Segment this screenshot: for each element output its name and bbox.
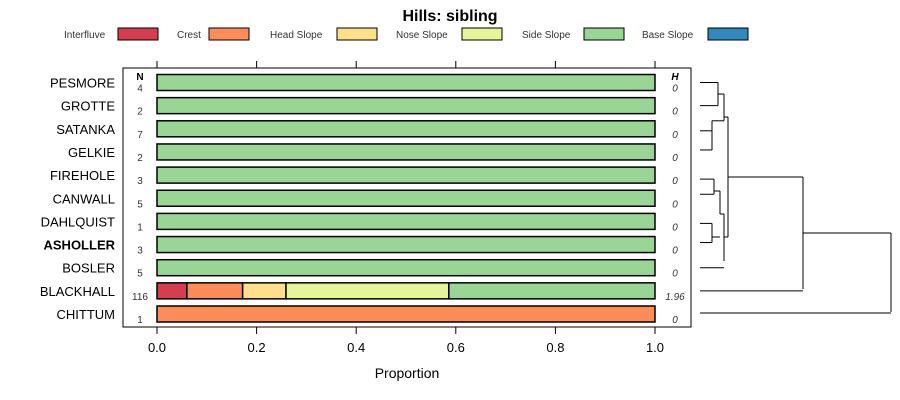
legend-swatch-interfluve (117, 27, 159, 41)
legend-swatch-nose-slope (461, 27, 503, 41)
bar-blackhall-head-slope (241, 282, 287, 300)
bar-canwall-side-slope (156, 189, 656, 207)
n-value-gelkie: 2 (137, 153, 143, 164)
legend-label-base-slope: Base Slope (642, 30, 694, 41)
category-label-satanka: SATANKA (56, 122, 115, 137)
category-label-canwall: CANWALL (53, 191, 115, 206)
h-value-bosler: 0 (672, 269, 678, 280)
category-label-grotte: GROTTE (61, 99, 115, 114)
legend-label-nose-slope: Nose Slope (396, 30, 448, 41)
legend-label-side-slope: Side Slope (522, 30, 571, 41)
n-value-grotte: 2 (137, 107, 143, 118)
legend-label-interfluve: Interfluve (64, 30, 106, 41)
category-label-firehole: FIREHOLE (50, 168, 115, 183)
n-value-pesmore: 4 (137, 84, 143, 95)
category-label-pesmore: PESMORE (50, 76, 115, 91)
h-value-pesmore: 0 (672, 84, 678, 95)
h-value-canwall: 0 (672, 199, 678, 210)
x-tick-label: 0.4 (347, 340, 365, 355)
legend-label-head-slope: Head Slope (270, 30, 323, 41)
bars-group: PESMORE 4 0 GROTTE 2 0 SATANKA 7 0 GELKIE 2 0 FIREHO… (40, 73, 685, 326)
h-column-header: H (671, 72, 679, 83)
bar-grotte-side-slope (156, 96, 656, 115)
category-label-blackhall: BLACKHALL (40, 284, 115, 299)
bar-chittum-crest (156, 305, 656, 323)
h-value-asholler: 0 (672, 246, 678, 257)
category-label-asholler: ASHOLLER (44, 238, 116, 253)
h-value-dahlquist: 0 (672, 222, 678, 233)
category-label-gelkie: GELKIE (68, 145, 115, 160)
bar-blackhall-interfluve (156, 282, 188, 300)
x-axis: 0.0 0.2 0.4 0.6 0.8 1.0 (148, 61, 664, 355)
bar-blackhall-side-slope (448, 282, 656, 300)
bar-blackhall-crest (186, 282, 244, 300)
n-value-satanka: 7 (137, 130, 143, 141)
n-value-canwall: 5 (137, 199, 143, 210)
h-value-gelkie: 0 (672, 153, 678, 164)
h-value-satanka: 0 (672, 130, 678, 141)
n-value-asholler: 3 (137, 246, 143, 257)
category-label-chittum: CHITTUM (57, 307, 116, 322)
x-tick-label: 0.6 (447, 340, 465, 355)
x-tick-label: 0.2 (248, 340, 266, 355)
n-value-dahlquist: 1 (137, 222, 143, 233)
n-value-blackhall: 116 (132, 292, 148, 303)
bar-firehole-side-slope (156, 166, 656, 184)
legend-swatch-crest (208, 27, 250, 41)
h-value-blackhall: 1.96 (665, 292, 685, 303)
category-label-dahlquist: DAHLQUIST (41, 214, 115, 229)
x-axis-label: Proportion (375, 365, 440, 381)
legend-swatch-side-slope (583, 27, 625, 41)
n-value-firehole: 3 (137, 176, 143, 187)
category-label-bosler: BOSLER (62, 261, 115, 276)
h-value-firehole: 0 (672, 176, 678, 187)
plot-frame (122, 67, 692, 328)
dendrogram (700, 82, 892, 314)
legend-label-crest: Crest (177, 30, 201, 41)
legend-swatch-head-slope (336, 27, 378, 41)
bar-bosler-side-slope (156, 258, 656, 277)
bar-satanka-side-slope (156, 120, 656, 138)
bar-pesmore-side-slope (156, 73, 656, 92)
x-tick-label: 0.0 (148, 340, 166, 355)
n-value-bosler: 5 (137, 269, 143, 280)
chart-title: Hills: sibling (402, 8, 497, 25)
x-tick-label: 1.0 (646, 340, 664, 355)
bar-gelkie-side-slope (156, 143, 656, 161)
h-value-chittum: 0 (672, 315, 678, 326)
x-tick-label: 0.8 (546, 340, 564, 355)
bar-dahlquist-side-slope (156, 212, 656, 231)
n-column-header: N (136, 72, 143, 83)
bar-asholler-side-slope (156, 235, 656, 254)
n-value-chittum: 1 (137, 315, 143, 326)
legend: Interfluve Crest Head Slope Nose Slope Side … (64, 27, 749, 41)
h-value-grotte: 0 (672, 107, 678, 118)
legend-swatch-base-slope (707, 27, 749, 41)
bar-blackhall-nose-slope (285, 282, 450, 300)
